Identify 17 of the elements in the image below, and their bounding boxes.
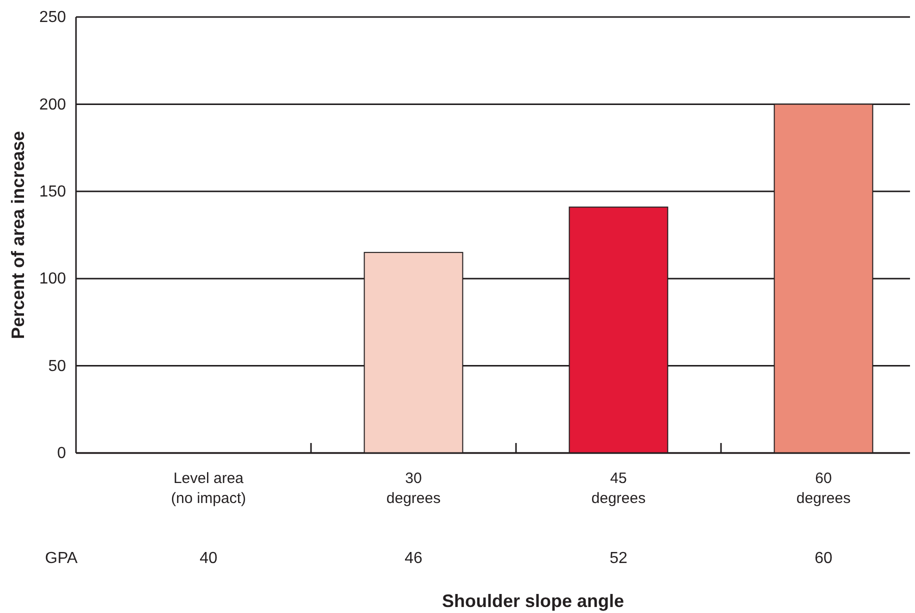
y-tick-label: 0 (57, 445, 66, 462)
x-tick-label: 30 degrees (386, 470, 441, 507)
text: 60 (814, 550, 832, 567)
y-tick-label: 100 (39, 270, 66, 288)
y-axis-title: Percent of area increase (8, 130, 28, 340)
text: GPA (45, 550, 78, 567)
x-tick-label: 45 degrees (591, 470, 646, 507)
y-tick-label: 150 (39, 184, 66, 201)
x-tick-label: 60 degrees (796, 470, 851, 507)
y-tick-label: 50 (48, 358, 66, 375)
text: 40 (200, 550, 218, 567)
x-axis-title: Shoulder slope angle (442, 591, 624, 611)
text: 52 (610, 550, 628, 567)
y-tick-label: 200 (39, 96, 66, 114)
x-tick-label: Level area (no impact) (170, 470, 246, 507)
y-tick-label: 250 (39, 9, 66, 26)
text: 46 (404, 550, 422, 567)
